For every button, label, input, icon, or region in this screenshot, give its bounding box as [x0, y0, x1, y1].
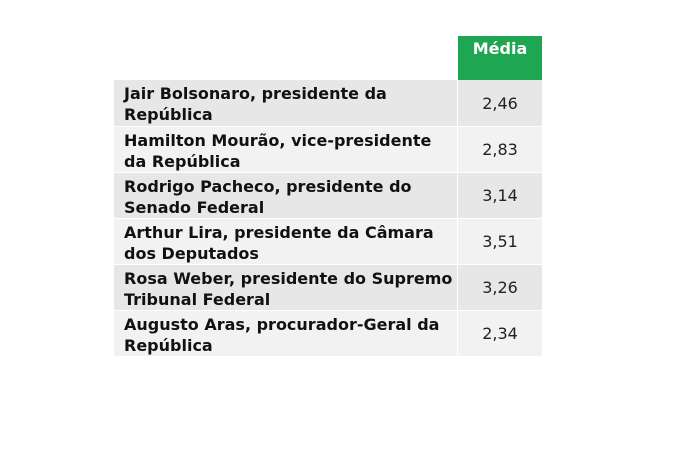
- row-value: 2,83: [458, 126, 542, 172]
- column-header-media: Média: [458, 36, 542, 80]
- row-value: 3,14: [458, 172, 542, 218]
- row-name: Rosa Weber, presidente do Supremo Tribun…: [114, 264, 458, 310]
- row-name: Augusto Aras, procurador-Geral da Repúbl…: [114, 310, 458, 356]
- table-row: Rodrigo Pacheco, presidente do Senado Fe…: [114, 172, 542, 218]
- table-header-row: Média: [114, 36, 542, 80]
- row-value: 3,26: [458, 264, 542, 310]
- table-row: Augusto Aras, procurador-Geral da Repúbl…: [114, 310, 542, 356]
- row-name: Jair Bolsonaro, presidente da República: [114, 80, 458, 126]
- row-name: Rodrigo Pacheco, presidente do Senado Fe…: [114, 172, 458, 218]
- table-row: Hamilton Mourão, vice-presidente da Repú…: [114, 126, 542, 172]
- table-row: Rosa Weber, presidente do Supremo Tribun…: [114, 264, 542, 310]
- table-row: Arthur Lira, presidente da Câmara dos De…: [114, 218, 542, 264]
- table-row: Jair Bolsonaro, presidente da República …: [114, 80, 542, 126]
- row-value: 3,51: [458, 218, 542, 264]
- ratings-table: Média Jair Bolsonaro, presidente da Repú…: [114, 36, 542, 356]
- row-value: 2,46: [458, 80, 542, 126]
- row-name: Hamilton Mourão, vice-presidente da Repú…: [114, 126, 458, 172]
- header-spacer: [114, 36, 458, 80]
- row-name: Arthur Lira, presidente da Câmara dos De…: [114, 218, 458, 264]
- row-value: 2,34: [458, 310, 542, 356]
